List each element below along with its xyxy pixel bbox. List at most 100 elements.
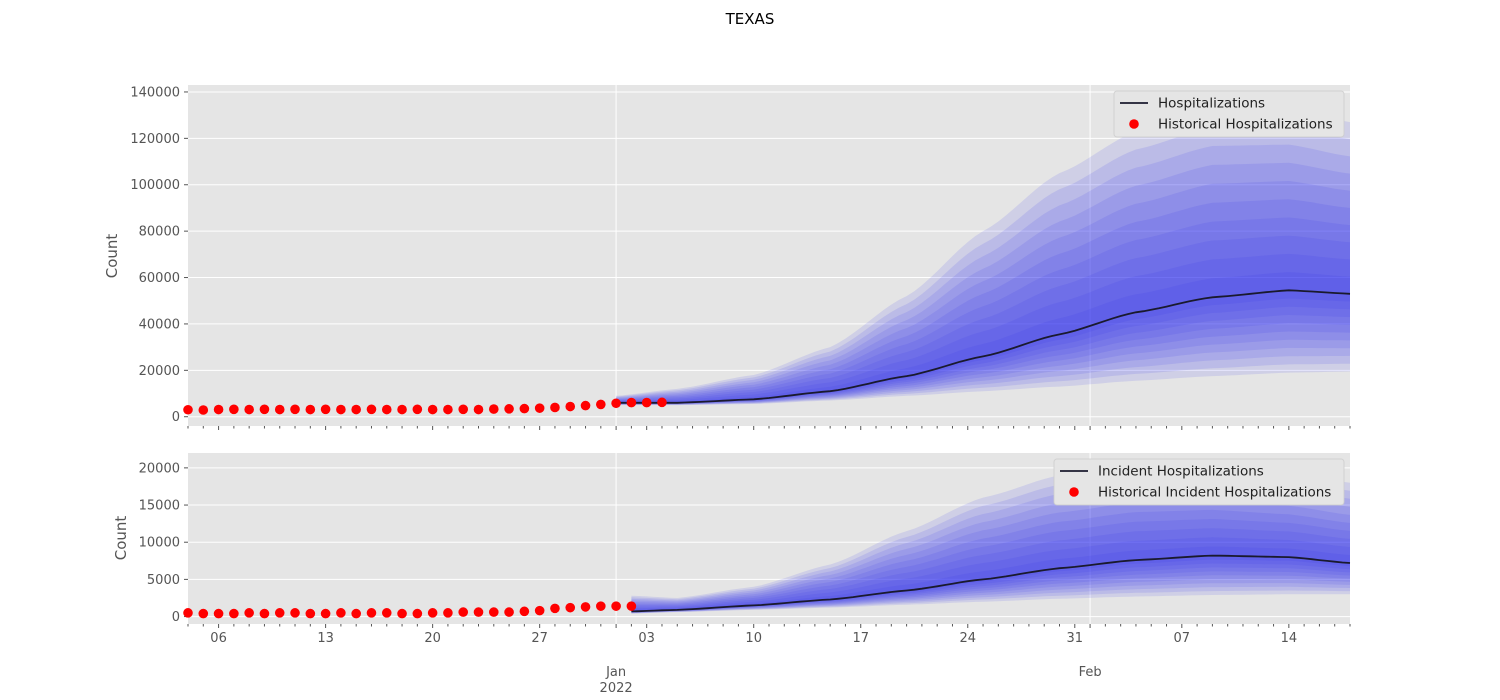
historical-point <box>473 404 484 415</box>
historical-point <box>351 608 361 619</box>
forecast-band-7 <box>616 217 1350 404</box>
x-tick-label: 20 <box>424 631 441 646</box>
forecast-band-4 <box>631 491 1350 613</box>
legend-point-swatch <box>1069 487 1079 497</box>
plot-background <box>188 85 1350 426</box>
historical-point <box>565 602 576 613</box>
y-tick-label: 20000 <box>139 364 180 379</box>
historical-point <box>412 404 423 415</box>
historical-point <box>596 399 606 410</box>
historical-point <box>641 397 652 408</box>
x-tick-label: 07 <box>1174 631 1191 646</box>
x-tick-label: 14 <box>1281 631 1298 646</box>
forecast-band-4 <box>616 162 1350 405</box>
legend-entry-historical: Historical Hospitalizations <box>1158 117 1333 133</box>
historical-point <box>351 404 361 415</box>
forecast-band-5 <box>616 181 1350 405</box>
hospitalizations-panel: 0 20000 40000 60000 80000 100000 120000 140000 C… <box>103 85 1351 430</box>
historical-point <box>213 608 224 619</box>
forecast-median-line <box>616 289 1351 404</box>
forecast-band-9 <box>631 537 1350 612</box>
x-tick-label: 13 <box>317 631 334 646</box>
historical-point <box>183 608 193 618</box>
forecast-band-6 <box>616 199 1350 404</box>
historical-point <box>397 404 407 415</box>
y-axis-label: Count <box>103 234 121 279</box>
historical-point <box>366 608 377 618</box>
historical-point <box>473 607 484 617</box>
historical-point <box>519 403 530 414</box>
y-tick-label: 15000 <box>139 499 180 514</box>
historical-point <box>274 404 285 415</box>
historical-point <box>336 608 346 618</box>
historical-point <box>626 601 637 611</box>
forecast-median-line <box>631 554 1351 613</box>
historical-point <box>213 404 224 415</box>
historical-point <box>443 608 453 618</box>
forecast-band-6 <box>631 509 1350 613</box>
historical-point <box>427 608 438 618</box>
legend-frame <box>1113 90 1345 138</box>
forecast-band-8 <box>631 528 1350 612</box>
historical-point <box>381 608 392 618</box>
figure-title: TEXAS <box>725 10 775 28</box>
historical-point <box>244 404 254 415</box>
historical-point <box>320 404 331 415</box>
x-tick-label: 06 <box>210 631 227 646</box>
x-month-label: Feb <box>1079 665 1102 680</box>
y-tick-label: 120000 <box>130 132 180 147</box>
historical-point <box>290 404 300 415</box>
forecast-band-7 <box>631 519 1350 613</box>
historical-point <box>305 404 316 415</box>
forecast-band-3 <box>616 144 1350 405</box>
x-tick-label: 03 <box>638 631 655 646</box>
y-tick-label: 140000 <box>130 85 180 100</box>
historical-point <box>427 404 438 415</box>
y-tick-label: 80000 <box>139 225 180 240</box>
historical-point <box>550 402 560 413</box>
x-year-label: 2022 <box>600 681 633 696</box>
historical-point <box>290 608 300 618</box>
x-tick-label: 10 <box>745 631 762 646</box>
y-tick-label: 100000 <box>130 178 180 193</box>
legend-entry-historical: Historical Incident Hospitalizations <box>1098 485 1331 501</box>
historical-point <box>229 608 239 619</box>
historical-point <box>336 404 346 415</box>
historical-point <box>504 607 514 617</box>
forecast-band-5 <box>631 500 1350 613</box>
historical-point <box>611 601 621 611</box>
historical-point <box>198 608 209 619</box>
legend-entry-forecast: Incident Hospitalizations <box>1098 464 1264 480</box>
historical-point <box>657 397 667 408</box>
y-tick-label: 60000 <box>139 271 180 286</box>
historical-point <box>488 607 499 617</box>
y-tick-label: 0 <box>172 610 180 625</box>
historical-point <box>458 404 469 415</box>
forecast-band-10 <box>616 272 1350 403</box>
historical-point <box>259 608 270 619</box>
x-tick-label: 27 <box>531 631 548 646</box>
x-tick-label: 17 <box>852 631 869 646</box>
y-tick-label: 10000 <box>139 536 180 551</box>
historical-point <box>534 605 545 616</box>
historical-point <box>488 404 499 414</box>
y-tick-label: 20000 <box>139 461 180 476</box>
historical-point <box>626 397 637 408</box>
x-tick-label: 31 <box>1067 631 1084 646</box>
legend-frame <box>1053 458 1345 506</box>
x-tick-label: 24 <box>959 631 976 646</box>
historical-point <box>580 400 591 411</box>
historical-point <box>550 603 560 614</box>
historical-point <box>611 398 621 409</box>
historical-point <box>366 404 377 415</box>
y-tick-label: 5000 <box>147 573 180 588</box>
historical-point <box>198 405 209 415</box>
y-tick-label: 0 <box>172 410 180 425</box>
forecast-band-2 <box>631 473 1350 614</box>
historical-point <box>565 401 576 412</box>
historical-point <box>244 608 254 618</box>
historical-point <box>397 608 407 619</box>
historical-point <box>580 602 591 612</box>
legend: Hospitalizations Historical Hospitalizati… <box>1113 90 1345 138</box>
